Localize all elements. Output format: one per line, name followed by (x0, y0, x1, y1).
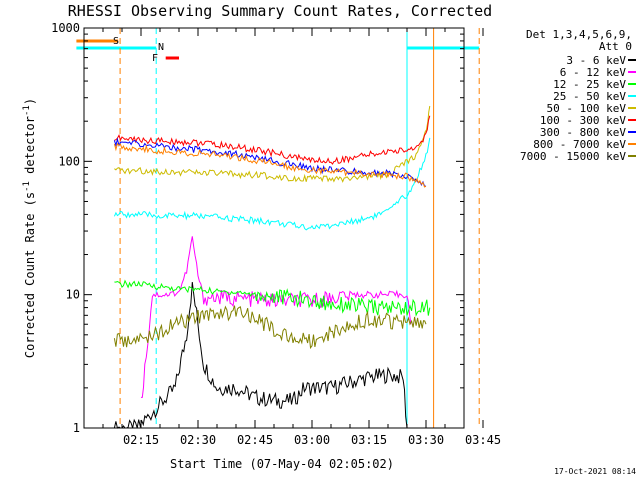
legend-label: 300 - 800 keV (540, 126, 626, 139)
y-axis-label-mid: detector (23, 116, 37, 181)
legend-label: 12 - 25 keV (553, 78, 626, 91)
x-tick-label: 02:30 (180, 433, 216, 447)
legend-label: 7000 - 15000 keV (520, 150, 626, 163)
flag-label-s: S (113, 36, 119, 47)
legend-label: 50 - 100 keV (547, 102, 627, 115)
legend-header: Att 0 (599, 40, 632, 53)
y-axis-label-prefix: Corrected Count Rate (s (23, 192, 37, 358)
series-line-8 (113, 142, 427, 188)
series-line-4 (113, 137, 431, 231)
legend-label: 3 - 6 keV (566, 54, 626, 67)
series-line-6 (114, 115, 431, 165)
series-line-9 (113, 305, 427, 350)
y-axis-label-close: ) (23, 98, 37, 105)
legend-label: 100 - 300 keV (540, 114, 626, 127)
y-axis-label-sup2: -1 (22, 105, 32, 116)
x-tick-label: 02:45 (237, 433, 273, 447)
x-tick-label: 03:00 (294, 433, 330, 447)
legend-header: Det 1,3,4,5,6,9, (526, 28, 632, 41)
legend-label: 6 - 12 keV (560, 66, 627, 79)
x-axis-label: Start Time (07-May-04 02:05:02) (170, 457, 394, 471)
timestamp: 17-Oct-2021 08:14 (554, 467, 636, 476)
x-tick-label: 03:45 (465, 433, 501, 447)
x-tick-label: 02:15 (123, 433, 159, 447)
flag-label-f: F (152, 53, 158, 64)
axes: 1 10 100 1000 02:15 02:30 02:45 03:00 03:15 03:30… (51, 21, 501, 447)
x-tick-label: 03:30 (408, 433, 444, 447)
y-tick-label: 100 (58, 154, 80, 168)
legend-label: 800 - 7000 keV (533, 138, 626, 151)
x-tick-label: 03:15 (351, 433, 387, 447)
series-line-3 (114, 279, 431, 317)
chart-title: RHESSI Observing Summary Count Rates, Co… (68, 2, 492, 20)
flag-label-n: N (158, 42, 164, 53)
series-line-1 (113, 281, 408, 429)
y-tick-label: 1000 (51, 21, 80, 35)
y-axis-label: Corrected Count Rate (s-1 detector-1) (22, 98, 37, 358)
plot-area: S NF (76, 28, 480, 429)
series-line-2 (141, 236, 412, 398)
series-line-5 (114, 105, 431, 183)
series-line-7 (113, 137, 427, 187)
legend-label: 25 - 50 keV (553, 90, 626, 103)
y-tick-label: 10 (66, 288, 80, 302)
y-tick-label: 1 (73, 421, 80, 435)
y-axis-label-sup: -1 (22, 181, 32, 192)
